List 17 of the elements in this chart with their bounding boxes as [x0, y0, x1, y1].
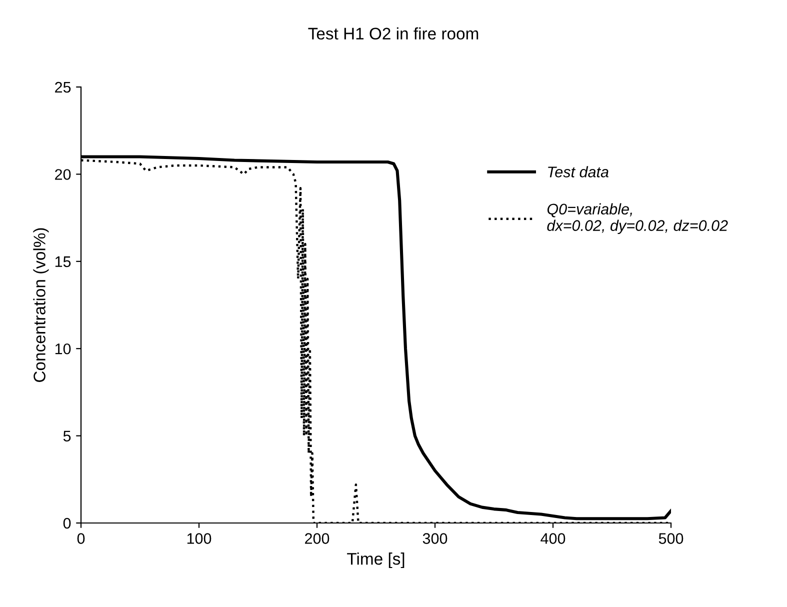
y-axis-title: Concentration (vol%) — [33, 228, 49, 382]
y-tick-label: 15 — [55, 256, 71, 268]
x-axis-title: Time [s] — [347, 552, 404, 568]
x-tick-label: 300 — [422, 533, 448, 544]
chart-title: Test H1 O2 in fire room — [308, 27, 478, 40]
legend-label: Test data — [548, 166, 608, 178]
x-tick-label: 500 — [658, 533, 684, 544]
y-tick-label: 5 — [63, 430, 71, 442]
y-tick-label: 10 — [55, 343, 71, 354]
y-tick-label: 20 — [55, 169, 71, 180]
x-tick-label: 0 — [77, 533, 85, 544]
y-tick-label: 25 — [55, 82, 71, 93]
y-tick-label: 0 — [63, 518, 71, 529]
legend-label: Q0=variable, dx=0.02, dy=0.02, dz=0.02 — [547, 203, 728, 234]
x-tick-label: 100 — [187, 533, 212, 544]
x-tick-label: 200 — [305, 533, 330, 544]
x-tick-label: 400 — [540, 533, 566, 544]
